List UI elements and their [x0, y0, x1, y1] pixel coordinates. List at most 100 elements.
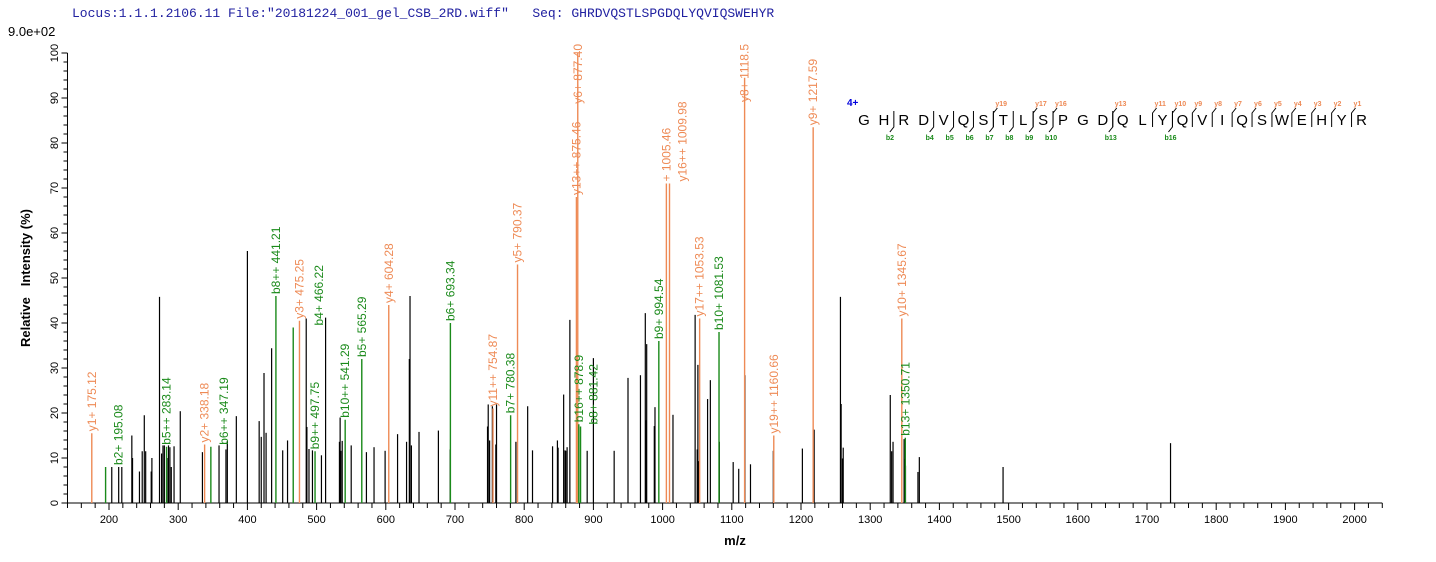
residue-letter: V: [1197, 112, 1207, 129]
y-ion-bracket: [1331, 107, 1337, 127]
y-ion-label: y13: [1115, 101, 1127, 108]
peak-label: b4+ 466.22: [312, 265, 326, 326]
x-tick-label: 1000: [650, 514, 674, 526]
y-ion-label: y5: [1274, 101, 1282, 108]
y-ion-bracket: [1112, 107, 1118, 127]
y-ion-bracket: [1052, 107, 1058, 127]
b-ion-bracket: [929, 111, 935, 133]
max-intensity-label: 9.0e+02: [8, 24, 56, 39]
x-tick-label: 300: [169, 514, 187, 526]
peak-label: b13+ 1350.71: [898, 362, 912, 436]
peak-label: y5+ 790.37: [511, 202, 525, 262]
peak-label: b6++ 347.19: [217, 377, 231, 445]
peak-label: y8+ 1118.5: [738, 44, 752, 102]
residue-letter: D: [918, 112, 929, 129]
x-tick-label: 1700: [1135, 514, 1159, 526]
y-ion-bracket: [1211, 107, 1217, 127]
residue-letter: G: [858, 112, 870, 129]
x-tick-label: 1300: [858, 514, 882, 526]
residue-letter: Q: [1236, 112, 1248, 129]
b-ion-label: b7: [985, 135, 993, 142]
sequence-text: GHRDVQSTLSPGDQLYQVIQSWEHYR: [571, 6, 775, 21]
peak-label: b5++ 283.14: [160, 377, 174, 445]
b-ion-label: b10: [1045, 135, 1057, 142]
b-ion-bracket: [949, 111, 955, 133]
y-tick-label: 90: [49, 92, 61, 104]
x-tick-label: 1200: [789, 514, 813, 526]
y-tick-label: 30: [49, 362, 61, 374]
residue-letter: Q: [1177, 112, 1189, 129]
peak-label: y2+ 338.18: [198, 382, 212, 442]
y-ion-bracket: [1191, 107, 1197, 127]
residue-letter: R: [898, 112, 909, 129]
residue-letter: L: [1138, 112, 1146, 129]
y-tick-label: 10: [49, 452, 61, 464]
residue-letter: E: [1297, 112, 1307, 129]
peak-label: b2+ 195.08: [112, 404, 126, 465]
residue-letter: H: [878, 112, 889, 129]
b-ion-label: b9: [1025, 135, 1033, 142]
y-ion-bracket: [1351, 107, 1356, 127]
b-ion-bracket: [969, 111, 974, 133]
spectrum-header: Locus:1.1.1.2106.11 File:"20181224_001_g…: [72, 6, 774, 21]
residue-letter: G: [1077, 112, 1089, 129]
y-ion-label: y2: [1334, 101, 1342, 108]
y-ion-bracket: [1231, 107, 1237, 127]
y-ion-label: y10: [1174, 101, 1186, 108]
x-tick-label: 1600: [1066, 514, 1090, 526]
residue-letter: P: [1058, 112, 1068, 129]
y-ion-label: y4: [1294, 101, 1302, 108]
peak-label: y19++ 1160.66: [767, 354, 781, 434]
residue-letter: Y: [1157, 112, 1167, 129]
residue-letter: D: [1097, 112, 1108, 129]
seq-label: Seq:: [532, 6, 564, 21]
x-tick-label: 500: [307, 514, 325, 526]
peak-label: y11++ 754.87: [486, 334, 500, 407]
y-ion-label: y9: [1194, 101, 1202, 108]
x-tick-label: 1400: [927, 514, 951, 526]
peak-label: b7+ 780.38: [504, 353, 518, 414]
b-ion-label: b16: [1164, 135, 1176, 142]
locus-text: Locus:1.1.1.2106.11: [72, 6, 221, 21]
y-tick-label: 40: [49, 317, 61, 329]
peak-label: y4+ 604.28: [382, 243, 396, 303]
x-tick-label: 1800: [1204, 514, 1228, 526]
residue-letter: Q: [1117, 112, 1129, 129]
peak-label: b6+ 693.34: [443, 260, 457, 321]
y-ion-label: y17: [1035, 101, 1047, 108]
residue-letter: H: [1316, 112, 1327, 129]
residue-letter: T: [999, 112, 1008, 129]
residue-letter: S: [1038, 112, 1048, 129]
residue-letter: R: [1356, 112, 1367, 129]
x-tick-label: 200: [100, 514, 118, 526]
x-tick-label: 700: [446, 514, 464, 526]
x-tick-label: 1900: [1273, 514, 1297, 526]
peak-label: b10+ 1081.53: [712, 256, 726, 330]
b-ion-label: b4: [926, 135, 934, 142]
x-tick-label: 2000: [1342, 514, 1366, 526]
b-ion-bracket: [1008, 111, 1014, 133]
peak-label: y13++ 875.46: [569, 121, 583, 195]
b-ion-label: b6: [965, 135, 973, 142]
residue-letter: W: [1275, 112, 1290, 129]
y-tick-label: 0: [49, 500, 61, 506]
peak-label: y6+ 877.40: [571, 44, 585, 104]
x-tick-label: 600: [377, 514, 395, 526]
peak-label: y16++ 1009.98: [676, 101, 690, 181]
peak-label: y1+ 175.12: [85, 371, 99, 431]
peak-label: b8+ 881.42: [587, 364, 601, 425]
x-tick-label: 1500: [996, 514, 1020, 526]
peak-label: b9++ 497.75: [308, 382, 322, 450]
y-tick-label: 80: [49, 137, 61, 149]
x-tick-label: 400: [238, 514, 256, 526]
y-ion-bracket: [992, 107, 998, 127]
b-ion-bracket: [1048, 111, 1054, 133]
y-tick-label: 70: [49, 182, 61, 194]
file-text: File:"20181224_001_gel_CSB_2RD.wiff": [228, 6, 509, 21]
y-tick-label: 50: [49, 272, 61, 284]
x-tick-label: 800: [515, 514, 533, 526]
b-ion-bracket: [889, 111, 895, 133]
y-ion-label: y19: [995, 101, 1007, 108]
